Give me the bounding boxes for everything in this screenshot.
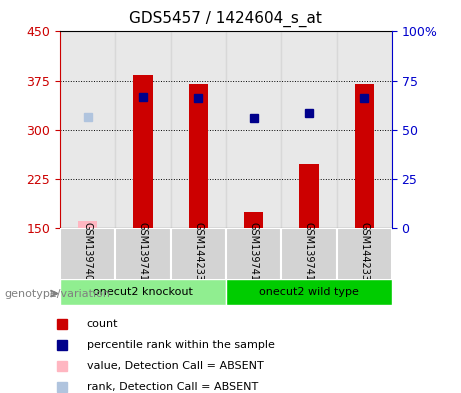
Bar xyxy=(171,228,226,281)
Text: percentile rank within the sample: percentile rank within the sample xyxy=(87,340,275,350)
Text: genotype/variation: genotype/variation xyxy=(5,289,111,299)
Bar xyxy=(355,84,374,228)
Bar xyxy=(60,279,226,305)
Bar xyxy=(299,164,319,228)
Bar xyxy=(189,84,208,228)
Text: GSM1442337: GSM1442337 xyxy=(193,222,203,287)
Text: onecut2 knockout: onecut2 knockout xyxy=(93,287,193,297)
Text: count: count xyxy=(87,319,118,329)
Text: GSM1442336: GSM1442336 xyxy=(359,222,369,287)
Text: GSM1397412: GSM1397412 xyxy=(304,222,314,287)
Bar xyxy=(337,31,392,228)
Bar xyxy=(171,31,226,228)
Bar xyxy=(226,228,281,281)
Text: GSM1397409: GSM1397409 xyxy=(83,222,93,287)
Text: GSM1397411: GSM1397411 xyxy=(248,222,259,287)
Text: rank, Detection Call = ABSENT: rank, Detection Call = ABSENT xyxy=(87,382,258,392)
Bar xyxy=(60,31,115,228)
Bar xyxy=(60,228,115,281)
Bar xyxy=(115,228,171,281)
Title: GDS5457 / 1424604_s_at: GDS5457 / 1424604_s_at xyxy=(130,11,322,27)
Bar xyxy=(281,31,337,228)
Text: GSM1397410: GSM1397410 xyxy=(138,222,148,287)
Text: value, Detection Call = ABSENT: value, Detection Call = ABSENT xyxy=(87,361,263,371)
Bar xyxy=(115,31,171,228)
Bar xyxy=(133,75,153,228)
Bar xyxy=(226,31,281,228)
Text: onecut2 wild type: onecut2 wild type xyxy=(259,287,359,297)
Bar xyxy=(244,211,263,228)
Bar xyxy=(337,228,392,281)
Bar xyxy=(281,228,337,281)
Bar xyxy=(226,279,392,305)
Bar xyxy=(78,221,97,228)
